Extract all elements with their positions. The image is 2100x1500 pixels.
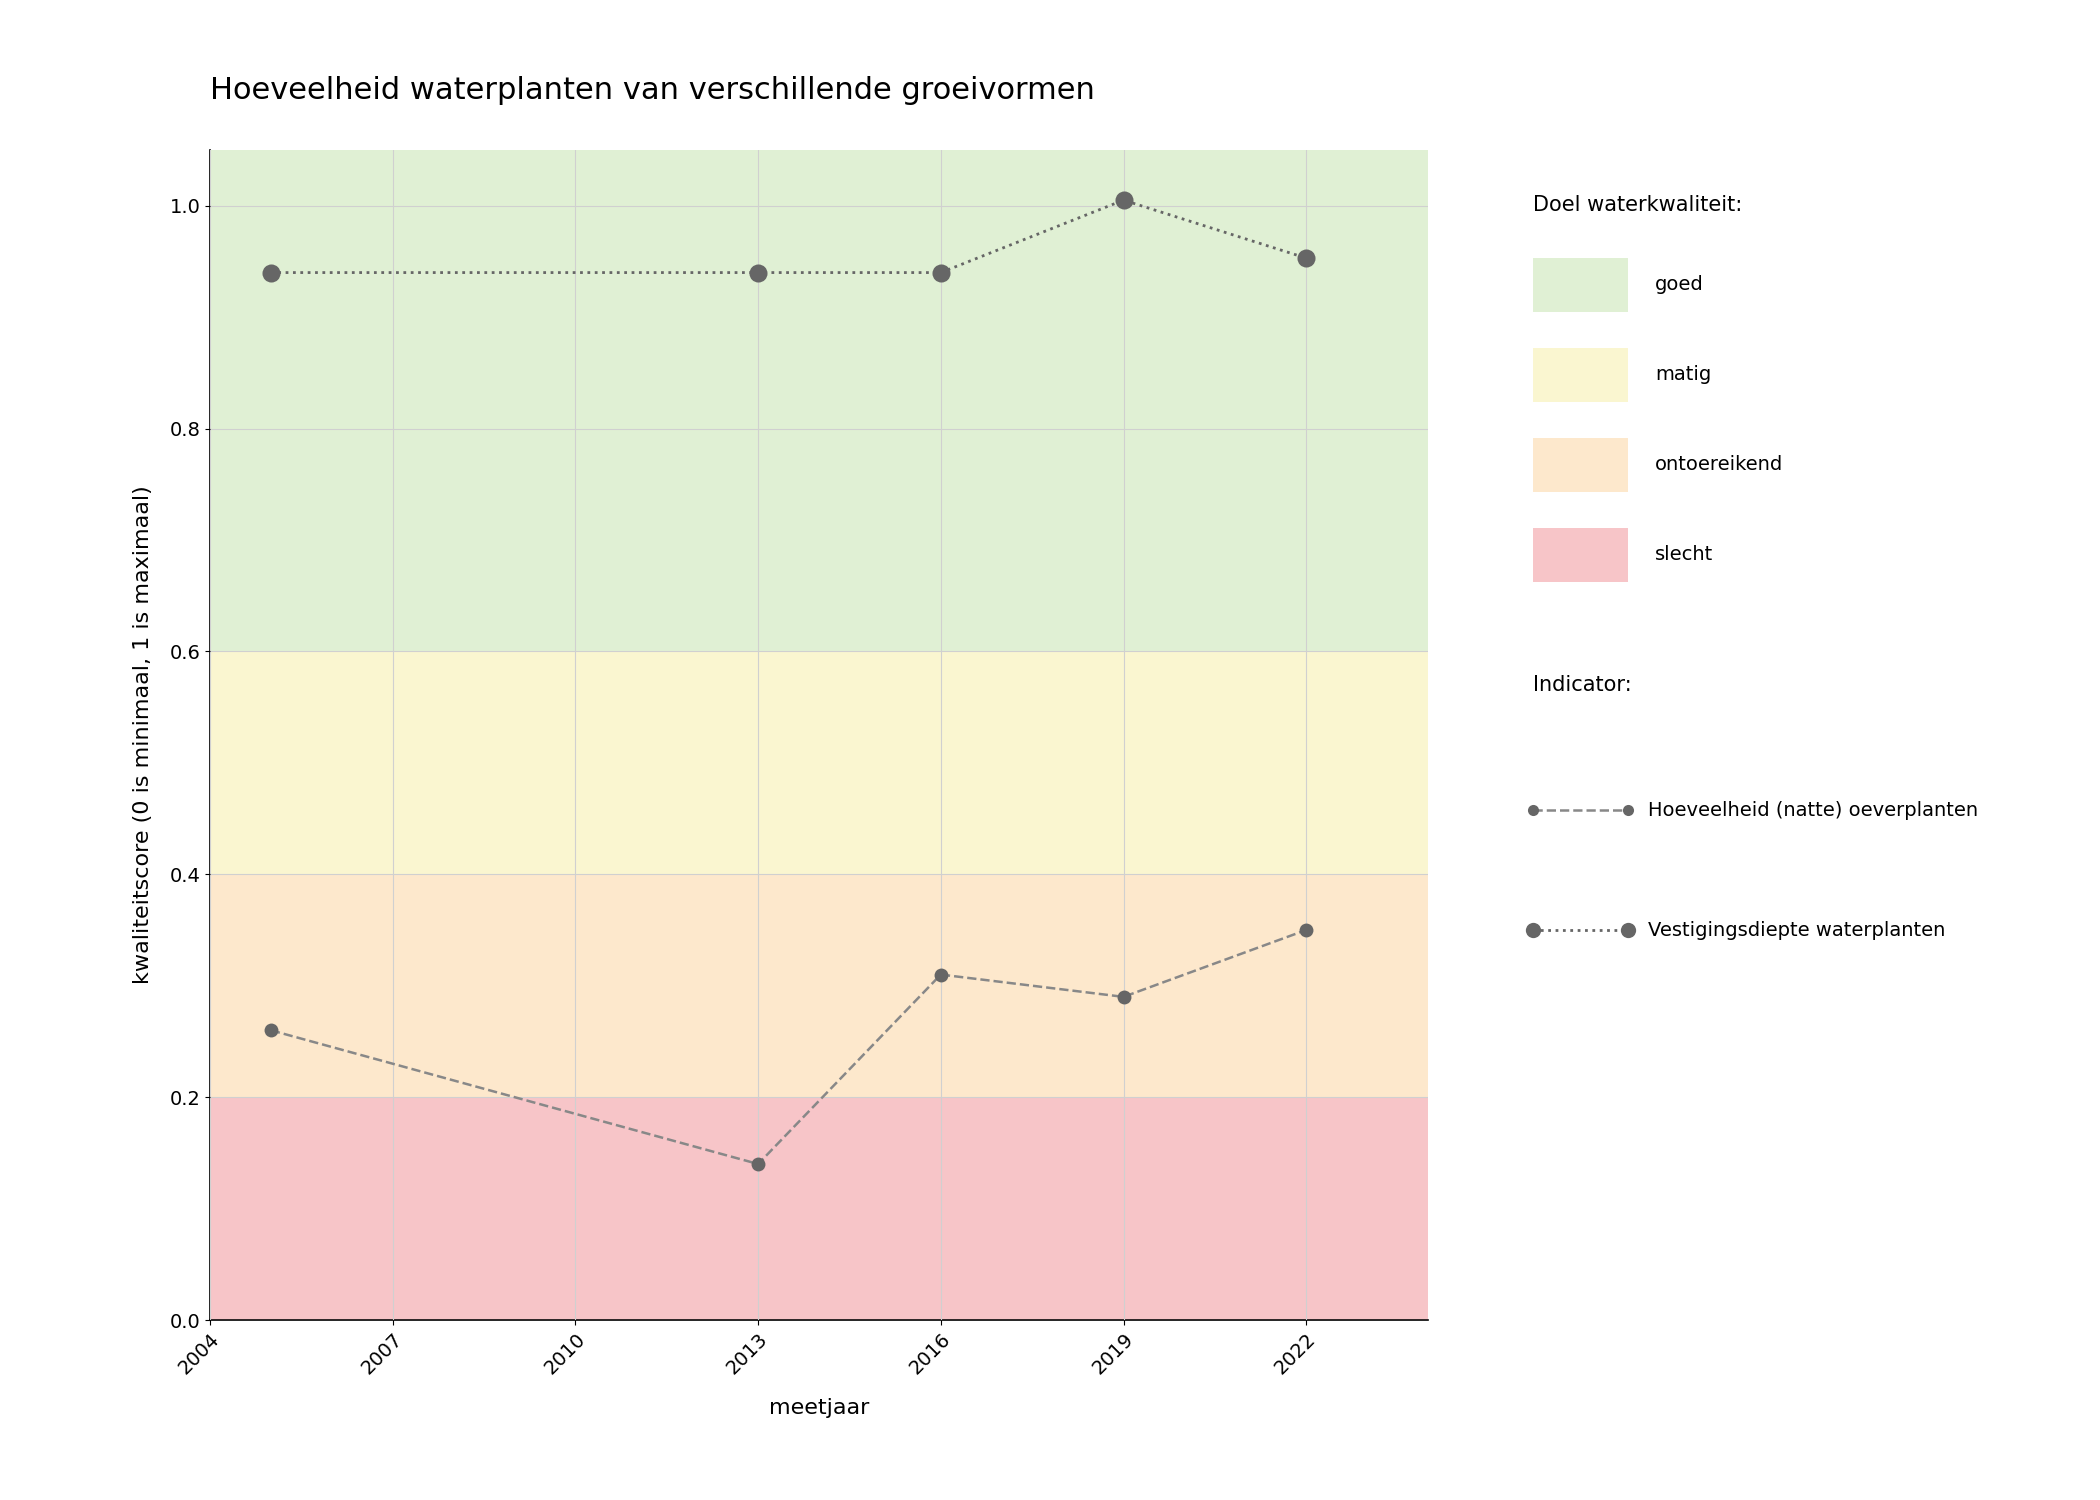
X-axis label: meetjaar: meetjaar [769, 1398, 869, 1417]
Text: Hoeveelheid (natte) oeverplanten: Hoeveelheid (natte) oeverplanten [1648, 801, 1978, 819]
Bar [210, 651, 1428, 874]
Text: goed: goed [1655, 276, 1703, 294]
Text: matig: matig [1655, 366, 1712, 384]
Text: Indicator:: Indicator: [1533, 675, 1632, 694]
Bar [210, 94, 1428, 651]
Text: Doel waterkwaliteit:: Doel waterkwaliteit: [1533, 195, 1743, 214]
Text: Hoeveelheid waterplanten van verschillende groeivormen: Hoeveelheid waterplanten van verschillen… [210, 76, 1094, 105]
Bar [210, 1096, 1428, 1320]
Text: slecht: slecht [1655, 546, 1714, 564]
Y-axis label: kwaliteitscore (0 is minimaal, 1 is maximaal): kwaliteitscore (0 is minimaal, 1 is maxi… [132, 486, 153, 984]
Text: ontoereikend: ontoereikend [1655, 456, 1783, 474]
Bar [210, 874, 1428, 1096]
Text: Vestigingsdiepte waterplanten: Vestigingsdiepte waterplanten [1648, 921, 1947, 939]
